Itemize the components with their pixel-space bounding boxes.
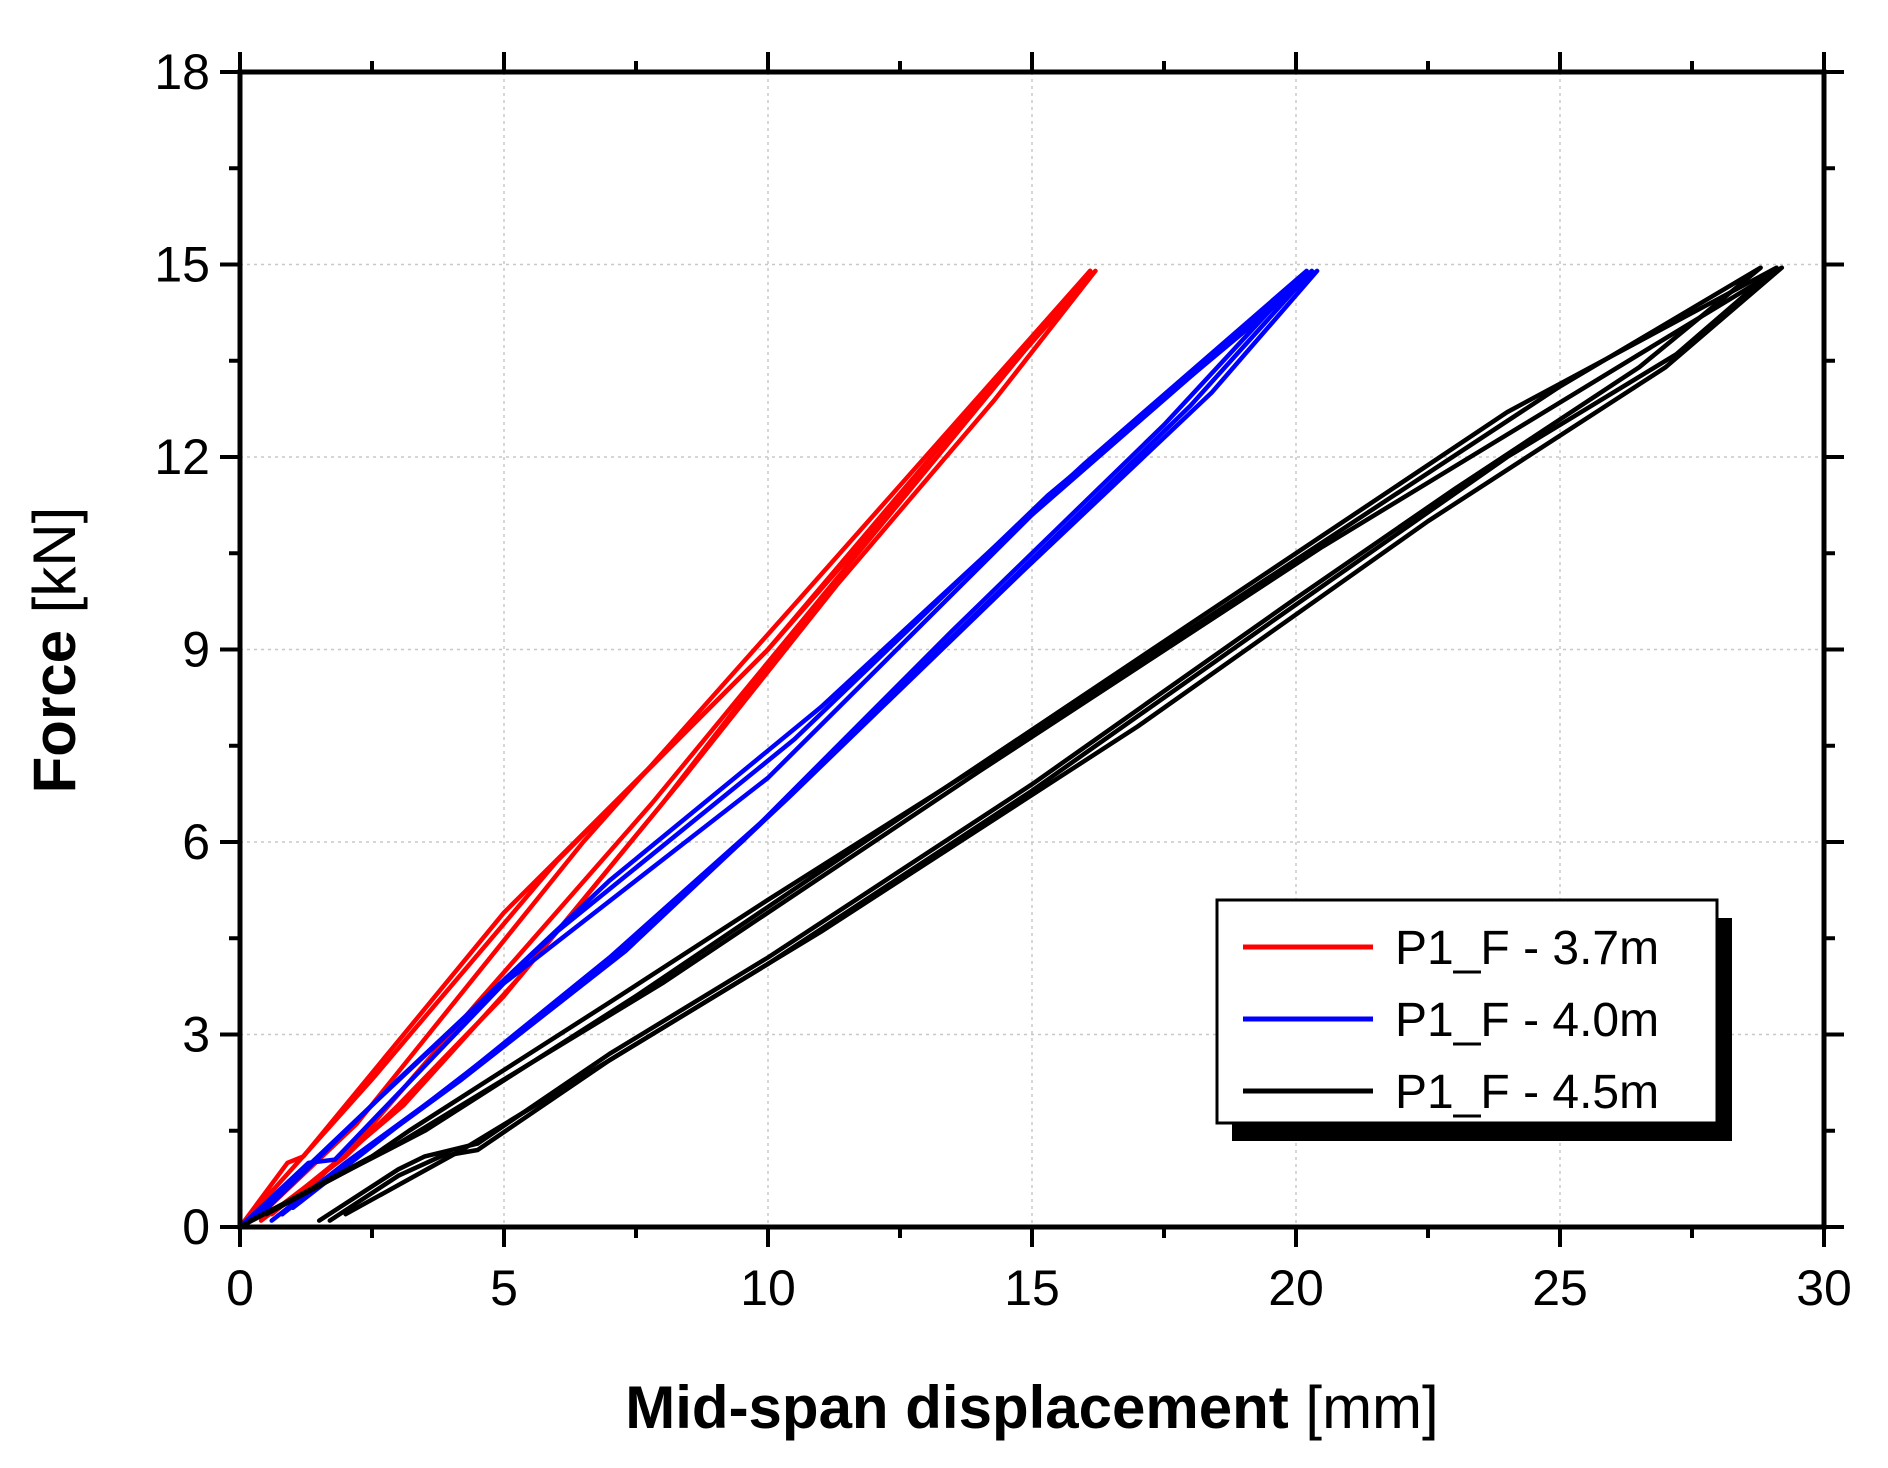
series-3 (237, 265, 1785, 1230)
series-layer (237, 265, 1785, 1230)
grid (240, 72, 1824, 1227)
series-line (258, 268, 1309, 1217)
y-tick-label: 3 (182, 1007, 210, 1063)
x-tick-label: 5 (490, 1260, 518, 1316)
y-tick-label: 12 (154, 429, 210, 485)
y-tick-label: 0 (182, 1199, 210, 1255)
x-tick-label: 25 (1532, 1260, 1588, 1316)
y-tick-label: 18 (154, 44, 210, 100)
x-tick-label: 0 (226, 1260, 254, 1316)
series-line (264, 265, 1785, 1217)
legend-box (1215, 898, 1719, 1125)
x-tick-label: 10 (740, 1260, 796, 1316)
legend-label: P1_F - 3.7m (1395, 922, 1659, 975)
series-line (237, 265, 1763, 1230)
legend: P1_F - 3.7m P1_F - 4.0m P1_F - 4.5m (1215, 898, 1732, 1141)
x-tick-label: 15 (1004, 1260, 1060, 1316)
tick-labels: 0 5 10 15 20 25 30 0 3 6 9 12 15 18 (154, 44, 1851, 1316)
series-2 (237, 268, 1320, 1230)
y-tick-label: 9 (182, 622, 210, 678)
series-line (237, 268, 1098, 1230)
x-axis-title: Mid-span displacement [mm] (625, 1374, 1438, 1441)
y-tick-label: 6 (182, 814, 210, 870)
series-line (258, 268, 1093, 1217)
y-tick-label: 15 (154, 237, 210, 293)
x-tick-label: 20 (1268, 1260, 1324, 1316)
axis-ticks (220, 52, 1844, 1247)
series-1 (237, 268, 1098, 1230)
series-line (237, 268, 1315, 1230)
legend-label: P1_F - 4.0m (1395, 994, 1659, 1047)
legend-label: P1_F - 4.5m (1395, 1066, 1659, 1119)
x-tick-label: 30 (1796, 1260, 1852, 1316)
y-axis-title: Force [kN] (21, 507, 88, 794)
